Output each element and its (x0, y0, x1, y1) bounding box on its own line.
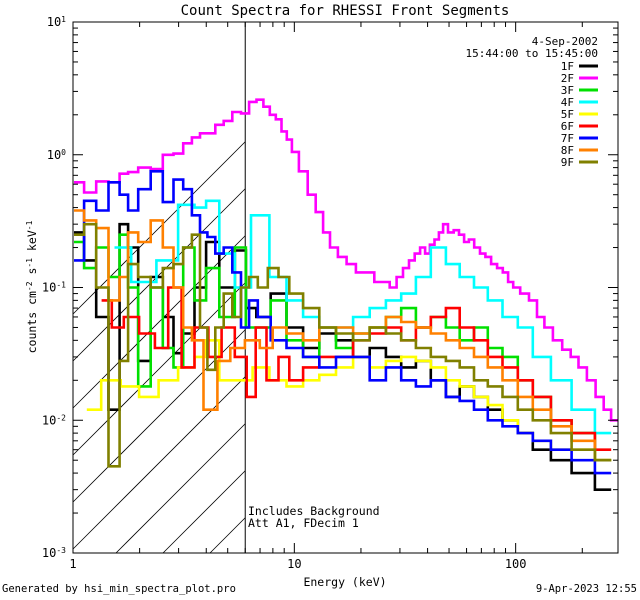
background-hatch-region (72, 141, 246, 554)
legend-label-7f: 7F (561, 132, 574, 145)
axes: 1 10 100 10-3 10-2 10-1 100 101 (42, 15, 618, 571)
legend-label-1f: 1F (561, 60, 574, 73)
annotation-background: Includes Background (248, 504, 380, 518)
annotation-attenuator: Att A1, FDecim 1 (248, 516, 359, 530)
legend-label-9f: 9F (561, 156, 574, 169)
time-range-label: 15:44:00 to 15:45:00 (466, 47, 598, 60)
y-tick-label: 10-3 (42, 546, 66, 561)
hatch-line (162, 470, 246, 554)
footer-generated-by: Generated by hsi_min_spectra_plot.pro (2, 583, 236, 595)
hatch-line (115, 423, 246, 554)
hatch-line (72, 282, 246, 456)
y-tick-label: 101 (47, 15, 66, 30)
hatch-line (209, 517, 246, 554)
y-axis-label: counts cm-2 s-1 keV-1 (25, 220, 40, 353)
x-tick-label: 1 (69, 557, 76, 571)
legend-label-2f: 2F (561, 72, 574, 85)
legend-label-8f: 8F (561, 144, 574, 157)
series-2f-line (74, 98, 618, 422)
x-tick-label: 10 (287, 557, 301, 571)
hatch-line (72, 188, 246, 362)
series-layer (74, 98, 618, 491)
y-tick-label: 10-2 (42, 413, 66, 428)
y-tick-label: 100 (47, 147, 66, 162)
series-8f-line (74, 209, 612, 462)
chart-title: Count Spectra for RHESSI Front Segments (181, 3, 510, 19)
legend-label-3f: 3F (561, 84, 574, 97)
footer-timestamp: 9-Apr-2023 12:55 (535, 583, 637, 595)
series-7f-line (74, 170, 612, 475)
legend-label-6f: 6F (561, 120, 574, 133)
series-4f-line (114, 199, 612, 435)
x-axis-label: Energy (keV) (303, 575, 386, 589)
y-tick-label: 10-1 (42, 280, 66, 295)
x-tick-label: 100 (505, 557, 527, 571)
hatch-line (72, 141, 246, 315)
series-9f-line (74, 222, 612, 468)
date-label: 4-Sep-2002 (532, 35, 598, 48)
legend-label-4f: 4F (561, 96, 574, 109)
legend-label-5f: 5F (561, 108, 574, 121)
